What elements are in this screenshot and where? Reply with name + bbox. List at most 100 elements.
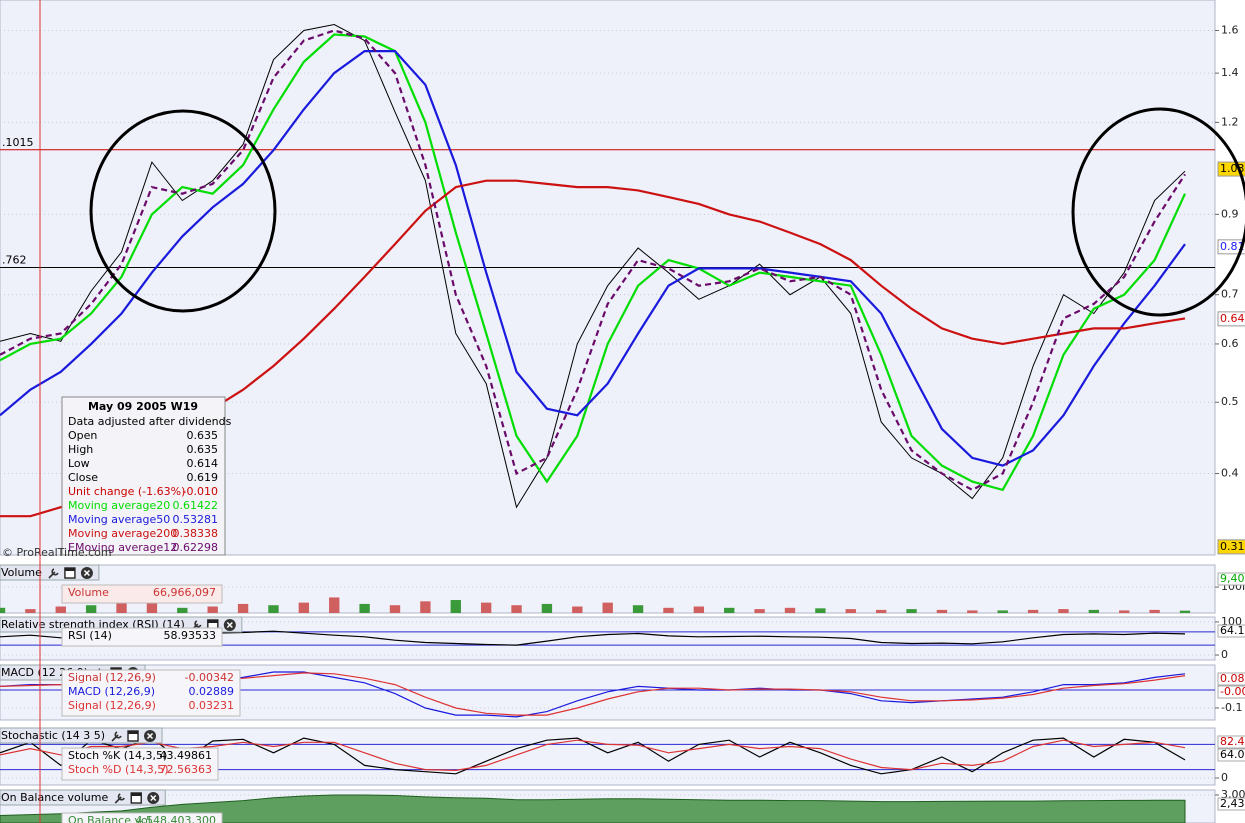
legend-name: On Balance vol. (68, 814, 154, 823)
info-name: Moving average20 (68, 499, 170, 512)
legend-box (61, 669, 241, 717)
window-bar (131, 793, 142, 796)
end-label: 9,404 (1220, 572, 1245, 585)
window-bar (207, 620, 218, 623)
legend-value: 43.49861 (160, 749, 213, 762)
horizontal-line-label: .1015 (2, 136, 34, 149)
volume-bar (450, 600, 461, 613)
volume-bar (55, 606, 66, 613)
info-name: Moving average200 (68, 527, 177, 540)
info-box (61, 396, 226, 556)
series-line (0, 50, 1186, 467)
volume-bar (693, 606, 705, 613)
panel: 100M9,404VolumeVolume66,966,097 (0, 564, 1245, 614)
volume-bar (25, 609, 36, 613)
wrench-icon (48, 568, 59, 579)
panel-close-button[interactable] (223, 619, 236, 631)
end-label: 64.17 (1220, 624, 1245, 637)
end-label: 64.08 (1220, 748, 1245, 761)
y-tick-label: 0 (1221, 771, 1228, 784)
volume-bar (1027, 609, 1039, 613)
legend-value: 0.02889 (189, 685, 235, 698)
volume-bar (1149, 609, 1160, 613)
volume-bar (1058, 609, 1069, 613)
info-name: Close (68, 471, 98, 484)
volume-bar (268, 605, 279, 613)
wrench-icon (114, 793, 125, 804)
close-x (83, 569, 90, 577)
volume-bar (845, 609, 856, 613)
price-label: 0.318 (1220, 540, 1245, 553)
panel-title: On Balance volume (1, 791, 108, 804)
price-label: 0.813 (1220, 240, 1245, 253)
info-value: 0.614 (187, 457, 219, 470)
legend-box (61, 747, 219, 781)
volume-bar (815, 608, 826, 613)
end-label-box (1217, 797, 1245, 811)
y-tick-label: 0 (1221, 648, 1228, 661)
volume-bar (146, 594, 158, 613)
end-label-box (1217, 685, 1245, 699)
info-value: 0.635 (187, 443, 219, 456)
info-name: EMoving average12 (68, 541, 177, 554)
volume-bar (298, 602, 310, 613)
info-value: 0.62298 (173, 541, 219, 554)
volume-bar (85, 605, 97, 613)
volume-bar (116, 602, 127, 613)
legend-value: 72.56363 (160, 763, 213, 776)
close-x (146, 732, 154, 740)
horizontal-line-label: .762 (2, 254, 27, 267)
volume-bar (1179, 610, 1191, 613)
panel-close-button[interactable] (147, 792, 160, 804)
panel: 0.40.50.60.70.91.21.41.6.1015.7621.0370.… (0, 0, 1245, 559)
legend-box (61, 812, 223, 823)
legend-value: 4,548,403,300 (136, 814, 216, 823)
annotation-circle (89, 109, 277, 313)
info-value: 0.38338 (173, 527, 219, 540)
volume-bar (207, 606, 218, 613)
panel-wrench-button[interactable] (111, 731, 122, 742)
end-label: -0.00 (1220, 685, 1245, 698)
volume-bar (602, 602, 613, 613)
end-label-box (1217, 748, 1245, 762)
panel-header (0, 789, 166, 806)
end-label-box (1217, 572, 1245, 586)
panel-title: Stochastic (14 3 5) (1, 729, 105, 742)
window-bar (64, 568, 75, 571)
panel-wrench-button[interactable] (48, 568, 59, 579)
volume-bar (784, 607, 796, 613)
panel-header (0, 727, 163, 744)
panel-close-button[interactable] (80, 567, 93, 579)
legend-box (61, 584, 223, 604)
volume-bar (480, 602, 492, 613)
panel-wrench-button[interactable] (114, 793, 125, 804)
volume-bar (936, 609, 948, 613)
series-line (0, 33, 1187, 492)
window-bar (128, 731, 139, 734)
panel-window-button[interactable] (127, 730, 139, 742)
y-tick-label: 1.2 (1221, 115, 1239, 128)
end-label: 2,432 (1220, 797, 1245, 810)
y-tick-label: 0.6 (1221, 337, 1239, 350)
panel-close-button[interactable] (144, 730, 157, 742)
annotation-circle (1071, 107, 1245, 317)
volume-bar (906, 609, 917, 613)
series-line (0, 29, 1186, 492)
panel-window-button[interactable] (64, 567, 76, 579)
volume-bar (663, 607, 674, 613)
y-tick-label: 0.9 (1221, 207, 1239, 220)
volume-bar (541, 603, 553, 613)
volume-bar (1119, 610, 1130, 613)
volume-bar (237, 603, 249, 613)
panel: 0 82.4064.08 Stochastic (14 3 5) Stoch %K (… (0, 727, 1245, 786)
y-tick-label: 1.4 (1221, 66, 1239, 79)
volume-bar (0, 607, 6, 613)
legend-box (61, 627, 223, 647)
y-tick-label: 0.4 (1221, 467, 1239, 480)
legend-name: Signal (12,26,9) (68, 671, 156, 684)
end-label: 0.081 (1220, 672, 1245, 685)
legend-name: MACD (12,26,9) (68, 685, 155, 698)
panel-window-button[interactable] (130, 792, 142, 804)
